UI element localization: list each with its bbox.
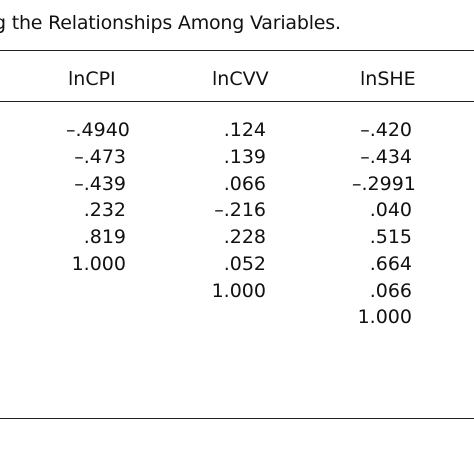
top-rule [0,50,474,51]
cell-lnCPI-3: –.439 [74,173,126,195]
cell-lnCVV-2: .139 [223,146,266,168]
cell-lnSHE-1: –.420 [360,119,412,141]
header-rule [0,101,474,102]
cell-lnSHE-4: .040 [369,199,412,221]
cell-lnSHE-3: –.2991 [352,173,416,195]
cell-lnCPI-5: .819 [83,226,126,248]
cell-lnSHE-5: .515 [369,226,412,248]
cell-lnSHE-8: 1.000 [357,306,412,328]
table-caption: g the Relationships Among Variables. [0,12,341,34]
cell-lnCPI-4: .232 [83,199,126,221]
cell-lnCVV-1: .124 [223,119,266,141]
header-lnCPI: lnCPI [68,68,116,90]
cell-lnCPI-2: –.473 [74,146,126,168]
header-lnCVV: lnCVV [212,68,269,90]
cell-lnCVV-4: –.216 [214,199,266,221]
cell-lnCVV-6: .052 [223,253,266,275]
cell-lnCVV-5: .228 [223,226,266,248]
cell-lnSHE-6: .664 [369,253,412,275]
cell-lnCPI-1: –.4940 [66,119,130,141]
cell-lnCPI-6: 1.000 [71,253,126,275]
cell-lnSHE-2: –.434 [360,146,412,168]
cell-lnSHE-7: .066 [369,280,412,302]
cell-lnCVV-7: 1.000 [211,280,266,302]
cell-lnCVV-3: .066 [223,173,266,195]
header-lnSHE: lnSHE [360,68,416,90]
bottom-rule [0,418,474,419]
